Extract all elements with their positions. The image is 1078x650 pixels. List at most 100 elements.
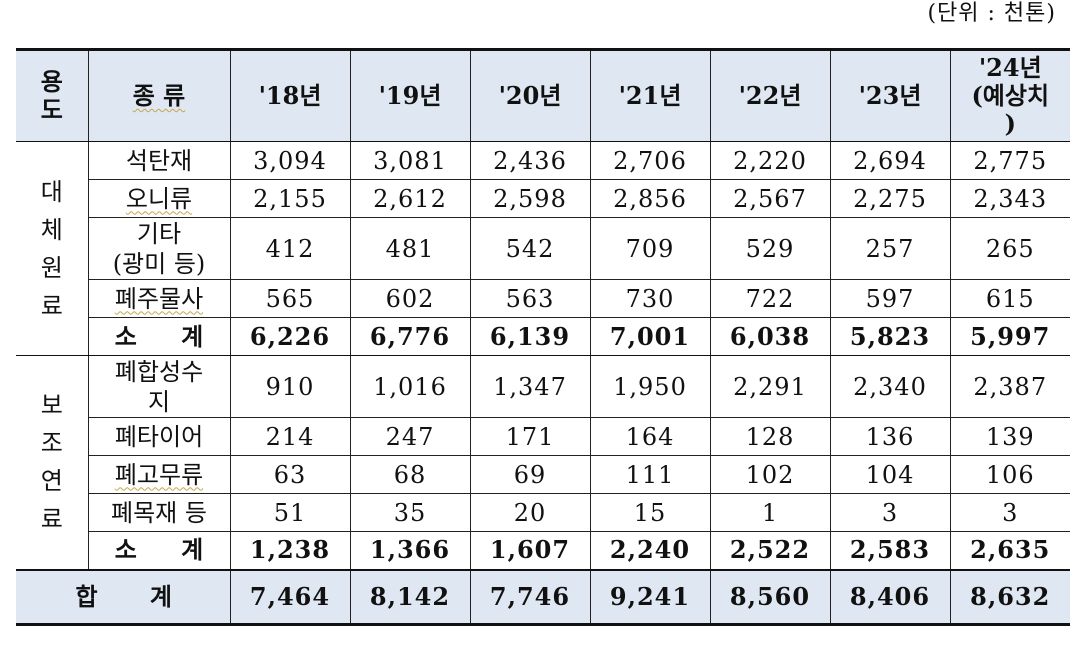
value-cell: 563 — [469, 279, 591, 318]
value-cell: 2,275 — [829, 179, 951, 218]
header-year-18: '18년 — [229, 49, 351, 142]
value-cell: 102 — [709, 455, 831, 494]
header-year-23: '23년 — [829, 49, 951, 142]
subtotal-value: 2,522 — [709, 531, 831, 570]
table-row: 오니류 2,155 2,612 2,598 2,856 2,567 2,275 2,343 — [16, 179, 1070, 218]
value-cell: 2,220 — [709, 141, 831, 180]
value-cell: 2,291 — [709, 355, 831, 418]
subtotal-label: 소 계 — [88, 531, 231, 570]
value-cell: 2,856 — [589, 179, 711, 218]
value-cell: 171 — [469, 417, 591, 456]
value-cell: 104 — [829, 455, 951, 494]
value-cell: 15 — [589, 493, 711, 532]
total-value: 8,560 — [709, 568, 831, 625]
value-cell: 111 — [589, 455, 711, 494]
value-cell: 722 — [709, 279, 831, 318]
value-cell: 2,340 — [829, 355, 951, 418]
value-cell: 51 — [229, 493, 351, 532]
total-value: 9,241 — [589, 568, 711, 625]
value-cell: 128 — [709, 417, 831, 456]
value-cell: 3 — [829, 493, 951, 532]
total-value: 8,142 — [349, 568, 471, 625]
header-year-22: '22년 — [709, 49, 831, 142]
value-cell: 481 — [349, 217, 471, 280]
table-row: 기타 (광미 등) 412 481 542 709 529 257 265 — [16, 217, 1070, 280]
value-cell: 2,612 — [349, 179, 471, 218]
value-cell: 597 — [829, 279, 951, 318]
value-cell: 529 — [709, 217, 831, 280]
value-cell: 2,706 — [589, 141, 711, 180]
value-cell: 3 — [949, 493, 1070, 532]
value-cell: 1,016 — [349, 355, 471, 418]
value-cell: 3,081 — [349, 141, 471, 180]
total-value: 8,406 — [829, 568, 951, 625]
header-year-21: '21년 — [589, 49, 711, 142]
row-name: 오니류 — [88, 179, 231, 218]
table-row: 폐고무류 63 68 69 111 102 104 106 — [16, 455, 1070, 494]
value-cell: 257 — [829, 217, 951, 280]
row-name: 폐주물사 — [88, 279, 231, 318]
total-value: 7,746 — [469, 568, 591, 625]
table-row: 폐목재 등 51 35 20 15 1 3 3 — [16, 493, 1070, 532]
subtotal-value: 6,776 — [349, 317, 471, 356]
value-cell: 2,343 — [949, 179, 1070, 218]
row-name: 폐목재 등 — [88, 493, 231, 532]
header-year-20: '20년 — [469, 49, 591, 142]
value-cell: 2,387 — [949, 355, 1070, 418]
subtotal-value: 1,238 — [229, 531, 351, 570]
value-cell: 709 — [589, 217, 711, 280]
category-cell: 대 체 원 료 — [16, 141, 89, 356]
subtotal-value: 5,823 — [829, 317, 951, 356]
table-row: 보 조 연 료 폐합성수 지 910 1,016 1,347 1,950 2,291 2,34… — [16, 355, 1070, 570]
value-cell: 910 — [229, 355, 351, 418]
value-cell: 2,436 — [469, 141, 591, 180]
table-row: 폐주물사 565 602 563 730 722 597 615 — [16, 279, 1070, 318]
value-cell: 247 — [349, 417, 471, 456]
table-row: 대 체 원 료 석탄재 3,094 3,081 2,436 2,706 2,220 2,694… — [16, 141, 1070, 356]
subtotal-value: 6,038 — [709, 317, 831, 356]
value-cell: 3,094 — [229, 141, 351, 180]
value-cell: 412 — [229, 217, 351, 280]
row-name-text: 폐주물사 — [114, 284, 204, 313]
subtotal-row: 소 계 1,238 1,366 1,607 2,240 2,522 2,583 2,635 — [16, 531, 1070, 570]
header-year-24: '24년 (예상치 ) — [949, 49, 1070, 142]
row-name-text: 오니류 — [125, 184, 193, 213]
value-cell: 2,694 — [829, 141, 951, 180]
value-cell: 1 — [709, 493, 831, 532]
subtotal-value: 1,366 — [349, 531, 471, 570]
value-cell: 63 — [229, 455, 351, 494]
header-usage: 용 도 — [16, 49, 89, 142]
data-table: 용 도 종 류 '18년 '19년 '20년 '21년 '22년 '23년 '2… — [16, 48, 1070, 626]
value-cell: 2,567 — [709, 179, 831, 218]
value-cell: 164 — [589, 417, 711, 456]
total-value: 8,632 — [949, 568, 1070, 625]
value-cell: 265 — [949, 217, 1070, 280]
value-cell: 106 — [949, 455, 1070, 494]
value-cell: 615 — [949, 279, 1070, 318]
row-name: 석탄재 — [87, 141, 231, 180]
header-type-label: 종 류 — [132, 81, 186, 110]
row-name: 기타 (광미 등) — [88, 217, 231, 280]
subtotal-value: 2,240 — [589, 531, 711, 570]
subtotal-value: 2,583 — [829, 531, 951, 570]
value-cell: 565 — [229, 279, 351, 318]
total-label: 합 계 — [16, 568, 231, 625]
subtotal-value: 6,139 — [469, 317, 591, 356]
row-name-text: 폐고무류 — [114, 460, 204, 489]
value-cell: 68 — [349, 455, 471, 494]
value-cell: 730 — [589, 279, 711, 318]
subtotal-value: 5,997 — [949, 317, 1070, 356]
row-name: 폐타이어 — [88, 417, 231, 456]
table-body: 대 체 원 료 석탄재 3,094 3,081 2,436 2,706 2,220 2,694… — [16, 141, 1070, 625]
value-cell: 602 — [349, 279, 471, 318]
header-row: 용 도 종 류 '18년 '19년 '20년 '21년 '22년 '23년 '2… — [16, 49, 1070, 142]
value-cell: 136 — [829, 417, 951, 456]
value-cell: 20 — [469, 493, 591, 532]
header-year-19: '19년 — [349, 49, 471, 142]
subtotal-value: 1,607 — [469, 531, 591, 570]
value-cell: 2,598 — [469, 179, 591, 218]
header-type: 종 류 — [87, 49, 231, 142]
subtotal-value: 6,226 — [229, 317, 351, 356]
value-cell: 69 — [469, 455, 591, 494]
subtotal-label: 소 계 — [88, 317, 231, 356]
